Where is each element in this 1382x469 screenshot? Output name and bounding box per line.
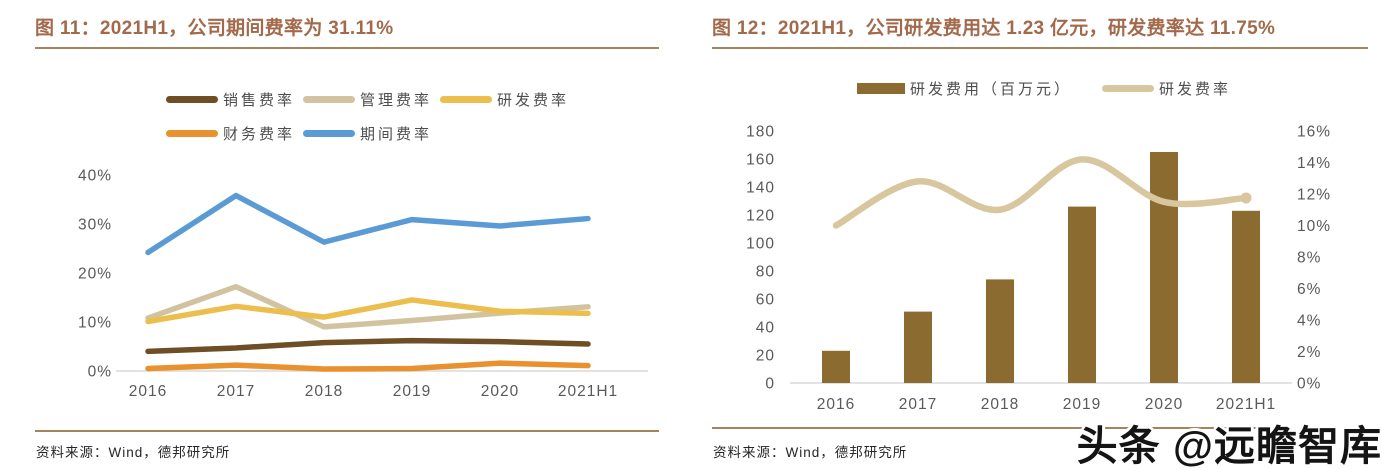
rd-expense-bar <box>986 279 1014 383</box>
rd-expense-bar <box>822 350 850 383</box>
series-line-期间费率 <box>145 192 591 256</box>
rd-ratio-line <box>832 156 1250 229</box>
right-y-axis-tick-label: 14% <box>1297 155 1331 172</box>
right-y-axis-tick-label: 10% <box>1297 218 1331 235</box>
x-axis-tick-label: 2017 <box>899 396 937 413</box>
figure-12-source: 资料来源：Wind，德邦研究所 <box>713 445 908 460</box>
toutiao-yuanzhan-watermark: 头条 @远瞻智库 <box>1076 423 1382 469</box>
series-line-研发费率 <box>145 297 591 325</box>
figure-11-title-rule <box>35 47 659 49</box>
legend-item-rd-expense: 研发费用（百万元） <box>857 78 1072 99</box>
right-y-axis-tick-label: 0% <box>1297 376 1321 393</box>
figure-12-panel: 图 12：2021H1，公司研发费用达 1.23 亿元，研发费率达 11.75%… <box>691 0 1382 469</box>
figure-11-title: 图 11：2021H1，公司期间费率为 31.11% <box>35 18 394 39</box>
rd-ratio-line-swatch-icon <box>1102 85 1155 92</box>
legend-label: 研发费率 <box>497 92 570 109</box>
legend-item-rd-expense-ratio: 研发费率 <box>440 89 569 110</box>
figure-11-source: 资料来源：Wind，德邦研究所 <box>36 445 231 460</box>
figure-12-title-rule <box>712 47 1368 49</box>
legend-label: 期间费率 <box>360 126 433 143</box>
rd-expense-line-swatch-icon <box>440 96 493 103</box>
legend-label: 研发费率 <box>1159 81 1232 98</box>
series-line-财务费率 <box>145 360 591 372</box>
rd-expense-bar <box>904 311 932 383</box>
rd-expense-bar <box>1068 206 1096 383</box>
expense-ratio-line-chart: 0% 10% 20% 30% 40% 2016 2017 2018 2019 2020 2021H1 <box>78 168 648 400</box>
x-axis-tick-label: 2018 <box>981 396 1019 413</box>
x-axis-tick-label: 2019 <box>393 383 431 400</box>
left-y-axis-tick-label: 100 <box>746 236 775 253</box>
legend-item-sales-expense-ratio: 销售费率 <box>166 89 295 110</box>
right-y-axis-tick-label: 16% <box>1297 124 1331 141</box>
x-axis-tick-label: 2021H1 <box>558 383 618 400</box>
y-axis-tick-label: 0% <box>88 364 112 381</box>
legend-item-admin-expense-ratio: 管理费率 <box>303 89 432 110</box>
legend-label: 研发费用（百万元） <box>910 81 1073 98</box>
rd-expense-bar <box>1232 210 1260 383</box>
x-axis-tick-label: 2017 <box>217 383 255 400</box>
figure-12-source-rule <box>712 427 1272 429</box>
legend-label: 管理费率 <box>360 92 433 109</box>
right-y-axis-tick-label: 8% <box>1297 250 1321 267</box>
x-axis-tick-label: 2021H1 <box>1216 396 1276 413</box>
left-y-axis-tick-label: 120 <box>746 208 775 225</box>
left-y-axis-tick-label: 180 <box>746 124 775 141</box>
left-y-axis-tick-label: 140 <box>746 180 775 197</box>
left-y-axis-tick-label: 20 <box>756 348 775 365</box>
x-axis-tick-label: 2020 <box>481 383 519 400</box>
left-y-axis-tick-label: 80 <box>756 264 775 281</box>
y-axis-tick-label: 40% <box>78 168 112 185</box>
x-axis-tick-label: 2018 <box>305 383 343 400</box>
series-line-销售费率 <box>145 337 591 355</box>
left-y-axis-tick-label: 60 <box>756 292 775 309</box>
x-axis-tick-label: 2016 <box>817 396 855 413</box>
x-axis-tick-label: 2016 <box>129 383 167 400</box>
legend-label: 销售费率 <box>223 92 296 109</box>
left-y-axis-tick-label: 0 <box>765 376 775 393</box>
legend-row: 销售费率 管理费率 研发费率 <box>166 89 569 110</box>
y-axis-tick-label: 30% <box>78 217 112 234</box>
right-y-axis-tick-label: 2% <box>1297 344 1321 361</box>
legend-item-finance-expense-ratio: 财务费率 <box>166 123 295 144</box>
right-y-axis-tick-label: 12% <box>1297 187 1331 204</box>
period-expense-line-swatch-icon <box>303 130 356 137</box>
figure-11-legend: 销售费率 管理费率 研发费率 财务费率 期间费率 <box>166 89 569 144</box>
right-y-axis-tick-label: 6% <box>1297 281 1321 298</box>
rd-expense-bar-line-chart: 0 20 40 60 80 100 120 140 160 180 0% 2% 4% 6% 8% 10% 12%… <box>746 124 1331 414</box>
left-y-axis-tick-label: 40 <box>756 320 775 337</box>
y-axis-tick-label: 10% <box>78 315 112 332</box>
finance-expense-line-swatch-icon <box>166 130 218 137</box>
figure-11-panel: 图 11：2021H1，公司期间费率为 31.11% 0% 10% 20% 30% 40… <box>35 18 659 460</box>
legend-label: 财务费率 <box>223 126 296 143</box>
admin-expense-line-swatch-icon <box>303 96 356 103</box>
legend-item-rd-ratio: 研发费率 <box>1102 78 1231 99</box>
figure-11-source-rule <box>35 430 659 432</box>
rd-expense-bar <box>1150 152 1178 383</box>
x-axis-tick-label: 2019 <box>1063 396 1101 413</box>
right-y-axis-tick-label: 4% <box>1297 313 1321 330</box>
rd-ratio-endpoint-marker <box>1240 192 1252 204</box>
figure-12-title: 图 12：2021H1，公司研发费用达 1.23 亿元，研发费率达 11.75% <box>712 18 1276 39</box>
sales-expense-line-swatch-icon <box>166 96 218 103</box>
legend-row: 财务费率 期间费率 <box>166 123 569 144</box>
legend-item-period-expense-ratio: 期间费率 <box>303 123 432 144</box>
left-y-axis-tick-label: 160 <box>746 152 775 169</box>
x-axis-tick-label: 2020 <box>1145 396 1183 413</box>
figure-12-legend: 研发费用（百万元） 研发费率 <box>857 78 1231 99</box>
y-axis-tick-label: 20% <box>78 266 112 283</box>
rd-expense-bar-swatch-icon <box>857 83 905 94</box>
